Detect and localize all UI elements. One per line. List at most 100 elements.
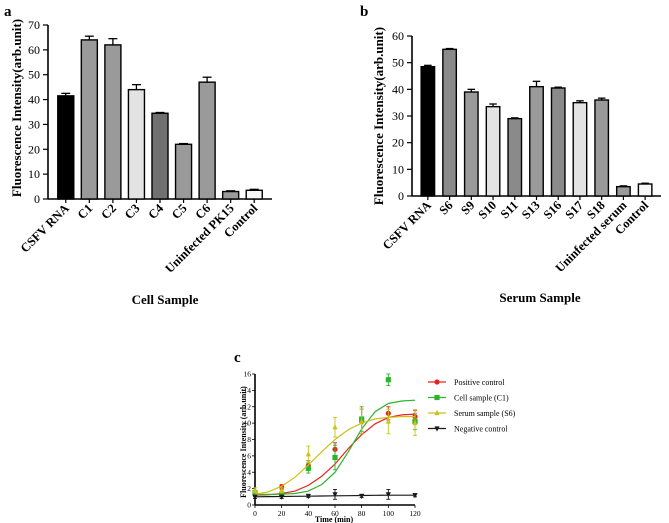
category-label: S11 bbox=[498, 198, 521, 221]
legend-label: Negative control bbox=[454, 425, 508, 434]
marker-triangle-up bbox=[412, 420, 418, 426]
y-tick-label: 30 bbox=[392, 109, 404, 123]
bar-chart-cell-sample: a Fluorescence Intensity(arb.unit) Cell … bbox=[4, 4, 272, 307]
y-axis-label-a: Fluorescence Intensity(arb.unit) bbox=[9, 19, 24, 197]
legend-label: Positive control bbox=[454, 378, 505, 387]
y-tick-label: 0 bbox=[247, 501, 251, 510]
y-tick-label: 0 bbox=[34, 192, 40, 206]
x-tick-label: 20 bbox=[278, 509, 286, 518]
x-axis-label-c: Time (min) bbox=[315, 515, 354, 523]
x-tick-label: 80 bbox=[358, 509, 366, 518]
category-label: S13 bbox=[519, 198, 543, 222]
marker-square bbox=[279, 491, 285, 497]
bar-s6 bbox=[442, 48, 458, 197]
bar-csfv-rna bbox=[420, 65, 436, 197]
bar-s16 bbox=[550, 87, 566, 197]
marker-square bbox=[305, 465, 311, 471]
marker-circle bbox=[434, 379, 440, 385]
y-tick-label: 10 bbox=[244, 419, 252, 428]
category-label: S17 bbox=[562, 198, 586, 222]
x-axis-label-a: Cell Sample bbox=[132, 292, 199, 307]
marker-square bbox=[434, 394, 440, 401]
marker-triangle-up bbox=[359, 418, 365, 424]
x-tick-label: 120 bbox=[409, 509, 421, 518]
marker-triangle-down bbox=[252, 494, 258, 500]
y-tick-label: 2 bbox=[247, 484, 251, 493]
bar-s17 bbox=[572, 101, 588, 197]
bar-control bbox=[637, 183, 653, 197]
marker-triangle-up bbox=[279, 487, 285, 493]
bar-s13 bbox=[529, 85, 544, 197]
y-tick-label: 40 bbox=[392, 82, 404, 96]
category-label: CSFV RNA bbox=[18, 201, 72, 255]
y-tick-label: 10 bbox=[392, 162, 404, 176]
bar-chart-serum-sample: b Fluorescence Intensity(arb.unit) Serum… bbox=[360, 4, 661, 305]
bar-s11 bbox=[507, 117, 523, 197]
marker-triangle-up bbox=[385, 418, 391, 424]
marker-square bbox=[385, 377, 391, 383]
y-axis-label-c: Fluorescence Intensity (arb.unit) bbox=[239, 386, 248, 498]
marker-triangle-down bbox=[332, 492, 338, 498]
y-tick-label: 20 bbox=[28, 142, 40, 156]
bar-uninfected-serum bbox=[615, 185, 631, 197]
marker-triangle-down bbox=[434, 426, 440, 432]
panel-label-a: a bbox=[4, 4, 12, 20]
category-label: S16 bbox=[541, 198, 565, 222]
marker-triangle-up bbox=[305, 451, 311, 457]
y-tick-label: 0 bbox=[398, 189, 404, 203]
legend-label: Serum sample (S6) bbox=[454, 409, 516, 418]
bar-c3 bbox=[127, 88, 146, 200]
y-tick-label: 16 bbox=[244, 370, 252, 379]
y-tick-label: 70 bbox=[28, 18, 40, 32]
marker-triangle-up bbox=[252, 487, 258, 493]
marker-triangle-down bbox=[385, 492, 391, 498]
category-label: S10 bbox=[476, 198, 500, 222]
marker-triangle-down bbox=[279, 494, 285, 500]
y-tick-label: 60 bbox=[392, 29, 404, 43]
bar-s10 bbox=[485, 105, 501, 197]
y-tick-label: 40 bbox=[28, 93, 40, 107]
category-label: C2 bbox=[98, 201, 119, 222]
y-tick-label: 12 bbox=[244, 402, 252, 411]
bar-c1 bbox=[80, 39, 99, 200]
category-label: C5 bbox=[169, 201, 190, 222]
marker-triangle-down bbox=[359, 493, 365, 500]
marker-triangle-down bbox=[412, 493, 418, 499]
y-tick-label: 20 bbox=[392, 136, 404, 150]
bar-uninfected-pk15 bbox=[221, 190, 240, 200]
category-label: C3 bbox=[122, 201, 143, 222]
y-axis-label-b: Fluorescence Intensity(arb.unit) bbox=[371, 27, 386, 205]
x-tick-label: 100 bbox=[383, 509, 395, 518]
panel-label-b: b bbox=[360, 4, 368, 20]
x-tick-label: 60 bbox=[331, 509, 339, 518]
bar-control bbox=[245, 189, 263, 200]
y-tick-label: 30 bbox=[28, 117, 40, 131]
category-label: CSFV RNA bbox=[380, 198, 434, 252]
y-tick-label: 6 bbox=[247, 451, 251, 460]
marker-triangle-up bbox=[332, 424, 338, 430]
bar-c4 bbox=[151, 112, 169, 200]
category-label: C4 bbox=[145, 201, 166, 222]
marker-square bbox=[332, 454, 338, 461]
x-tick-label: 0 bbox=[253, 509, 257, 518]
bar-s18 bbox=[594, 99, 610, 197]
y-tick-label: 50 bbox=[392, 56, 404, 70]
x-tick-label: 40 bbox=[305, 509, 313, 518]
y-tick-label: 60 bbox=[28, 43, 40, 57]
x-axis-label-b: Serum Sample bbox=[499, 290, 580, 305]
y-tick-label: 14 bbox=[244, 386, 252, 395]
bar-c2 bbox=[104, 44, 122, 200]
y-tick-label: 10 bbox=[28, 167, 40, 181]
bar-csfv-rna bbox=[57, 95, 75, 200]
y-tick-label: 50 bbox=[28, 68, 40, 82]
category-label: S6 bbox=[436, 198, 455, 217]
bar-c6 bbox=[198, 81, 216, 200]
bar-c5 bbox=[174, 143, 193, 200]
legend-label: Cell sample (C1) bbox=[454, 394, 509, 403]
y-tick-label: 4 bbox=[247, 468, 251, 477]
marker-triangle-up bbox=[434, 409, 440, 416]
category-label: S9 bbox=[458, 198, 477, 217]
bar-s9 bbox=[463, 91, 479, 197]
marker-triangle-down bbox=[305, 493, 311, 500]
